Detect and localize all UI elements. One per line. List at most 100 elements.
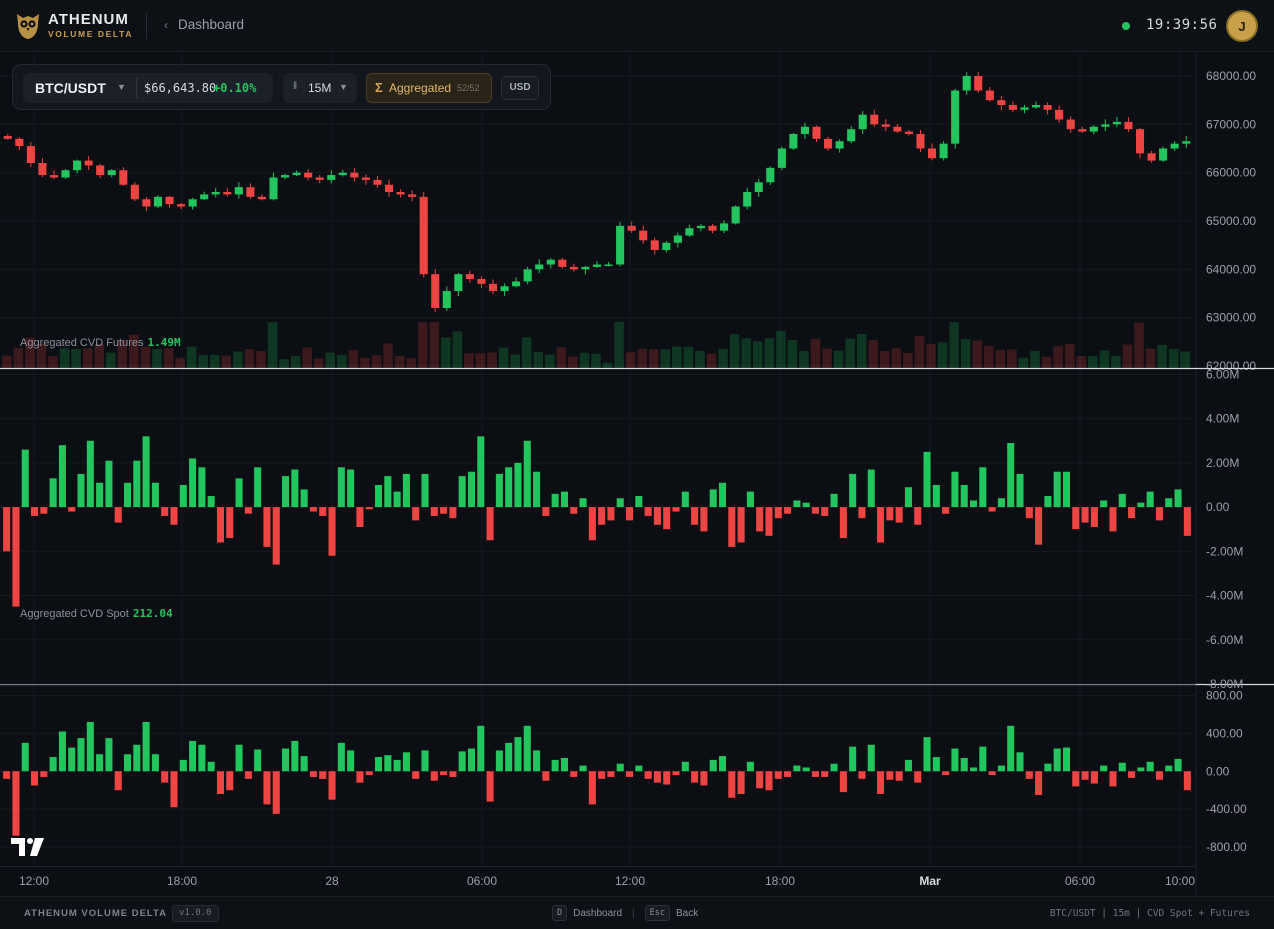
cvd-spot-bar [467, 748, 476, 772]
cvd-spot-bar [1062, 747, 1071, 772]
volume-bar [244, 349, 255, 368]
aggregated-toggle[interactable]: Σ Aggregated 52/52 [366, 73, 492, 103]
candle-body [211, 192, 220, 195]
candle-body [777, 148, 786, 168]
cvd-futures-bar [886, 507, 894, 521]
volume-bar [995, 349, 1006, 368]
candle-body [569, 266, 578, 270]
candle-body [1147, 153, 1156, 161]
cvd-spot-bar [170, 771, 178, 808]
currency-button[interactable]: USD [501, 76, 539, 100]
cvd-spot-bar [858, 771, 866, 779]
cvd-spot-bar [133, 744, 141, 772]
cvd-spot-bar [12, 771, 20, 836]
volume-bar [487, 352, 497, 368]
back-to-dashboard-link[interactable]: ‹ Dashboard [164, 17, 244, 32]
cvd-futures-bar [728, 507, 736, 547]
cvd-spot-bar [1025, 771, 1033, 779]
price-tick-label: 68000.00 [1206, 69, 1256, 83]
cvd-spot-bar [839, 771, 847, 793]
cvd-futures-bar [384, 476, 392, 508]
cvd-futures-bar [3, 507, 11, 552]
volume-bar [1007, 349, 1017, 368]
candle-body [1043, 105, 1052, 110]
volume-bar [937, 342, 948, 368]
user-avatar[interactable]: J [1226, 10, 1258, 42]
candle-body [488, 283, 498, 292]
volume-bar [1180, 351, 1190, 368]
volume-bar [868, 340, 879, 368]
cvd-futures-bar [858, 507, 866, 519]
candle-body [650, 240, 659, 250]
volume-bar [256, 351, 266, 368]
cvd-futures-bar [533, 471, 541, 508]
volume-bar [152, 348, 162, 368]
cvd-futures-bar [68, 507, 76, 512]
volume-bar [290, 355, 301, 368]
volume-bar [556, 347, 567, 368]
cvd-futures-bar [309, 507, 317, 512]
cvd-spot-bar [728, 771, 736, 798]
cvd-spot-bar [802, 767, 810, 772]
volume-bar [198, 355, 208, 368]
symbol-price: $66,643.80 [144, 81, 217, 95]
symbol-selector[interactable]: BTC/USDT ▼ $66,643.80 +0.10% [23, 73, 273, 103]
candle-body [997, 100, 1006, 105]
shortcut-key-back: Esc [644, 905, 671, 921]
tradingview-logo-icon[interactable] [10, 836, 46, 858]
candle-body [1170, 143, 1179, 149]
cvd-spot-bar [598, 771, 606, 779]
cvd-spot-bar [691, 771, 699, 783]
app-header: ATHENUM VOLUME DELTA ‹ Dashboard 19:39:5… [0, 0, 1274, 52]
candle-body [315, 177, 324, 180]
cvd-futures-bar [1128, 507, 1136, 519]
cvd-spot-bar [1118, 762, 1126, 772]
cvd-futures-bar [997, 498, 1005, 508]
chart-canvas[interactable]: 68000.00 67000.00 66000.00 65000.00 64000.00… [0, 52, 1274, 896]
candle-body [281, 175, 290, 178]
cvd-futures-bar [58, 445, 66, 508]
cvd-futures-bar [746, 491, 754, 508]
cvd-spot-bar [811, 771, 820, 777]
candle-body [1078, 129, 1087, 132]
cvd-spot-bar [560, 758, 568, 772]
volume-bar [360, 357, 370, 368]
timeframe-selector[interactable]: ‖ 15M ▼ [283, 73, 357, 103]
candle-body [824, 138, 833, 149]
volume-bar [683, 346, 694, 368]
keyboard-shortcuts: D Dashboard | Esc Back [552, 905, 698, 921]
candle-body [893, 126, 902, 132]
volume-bar [602, 362, 613, 368]
candle-body [26, 146, 35, 163]
candle-body [881, 124, 890, 127]
candle-body [662, 242, 671, 250]
cvd-spot-bar [309, 771, 317, 777]
chart-area[interactable]: 68000.00 67000.00 66000.00 65000.00 64000.00… [0, 52, 1274, 896]
candle-body [442, 291, 451, 308]
cvd-spot-bar [161, 771, 169, 783]
cvd-futures-bar [551, 493, 559, 508]
volume-bar [13, 347, 24, 368]
candle-body [338, 172, 347, 176]
cvd-futures-tick-label: -2.00M [1206, 544, 1243, 558]
candle-body [396, 192, 405, 195]
cvd-spot-bar [700, 771, 708, 786]
cvd-spot-bar [1183, 771, 1191, 791]
cvd-futures-bar [133, 460, 141, 508]
cvd-futures-bar [700, 507, 708, 532]
cvd-futures-bar [393, 491, 401, 508]
volume-bar [1064, 343, 1075, 368]
cvd-futures-bar [1081, 507, 1089, 523]
shortcut-dashboard-label[interactable]: Dashboard [573, 907, 623, 919]
volume-bar [25, 337, 35, 368]
candle-body [962, 76, 971, 91]
volume-bar [267, 322, 278, 368]
shortcut-back-label[interactable]: Back [676, 907, 699, 919]
volume-bar [1041, 356, 1052, 368]
cvd-spot-bar [756, 771, 764, 789]
time-tick-label: 12:00 [19, 874, 49, 888]
timeframe-label: 15M [308, 81, 332, 95]
cvd-futures-tick-label: 0.00 [1206, 500, 1230, 514]
cvd-futures-bar [189, 458, 197, 508]
cvd-spot-bar [616, 763, 624, 772]
